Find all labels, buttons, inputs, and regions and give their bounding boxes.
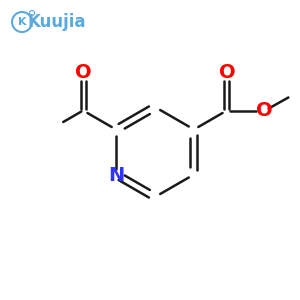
Text: O: O (219, 63, 235, 82)
Text: K: K (18, 17, 26, 27)
Text: O: O (75, 63, 92, 82)
Text: Kuujia: Kuujia (28, 13, 86, 31)
Text: O: O (256, 101, 272, 120)
Text: N: N (108, 166, 124, 185)
